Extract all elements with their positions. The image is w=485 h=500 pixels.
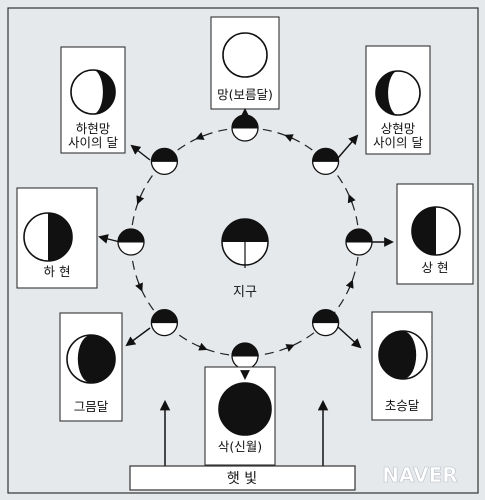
moon-icon-waning-crescent xyxy=(66,334,116,384)
watermark-logo: NAVER xyxy=(382,463,457,487)
sunlight-bar xyxy=(129,465,356,491)
orbit-direction-arrow xyxy=(136,195,145,205)
orbit-direction-arrow xyxy=(285,344,295,352)
orbit-moon-waxing-gibbous xyxy=(311,147,340,176)
moon-icon-waxing-gibbous xyxy=(375,70,421,116)
arrow-waxing-crescent xyxy=(337,326,362,349)
moon-icon-new-moon xyxy=(218,382,272,436)
phase-panel-new-moon: 삭(신월) xyxy=(204,366,276,466)
phase-label-last-quarter: 하 현 xyxy=(44,264,71,279)
orbit-moon-waning-crescent xyxy=(150,308,179,337)
phase-label-waxing-gibbous-line-1: 상현망 xyxy=(381,121,416,136)
phase-label-first-quarter: 상 현 xyxy=(422,260,449,275)
phase-panel-full-moon: 망(보름달) xyxy=(210,16,280,110)
phase-label-new-moon: 삭(신월) xyxy=(218,439,262,454)
orbit-moons xyxy=(117,114,373,370)
orbit-moon-waxing-crescent xyxy=(311,308,340,337)
earth xyxy=(221,218,269,268)
orbit-moon-waning-gibbous xyxy=(150,147,179,176)
phase-label-waning-crescent: 그믐달 xyxy=(74,399,109,414)
phase-label-full-moon: 망(보름달) xyxy=(217,87,273,102)
orbit-direction-arrow xyxy=(198,342,208,351)
diagram-frame xyxy=(7,7,479,494)
phase-label-waning-gibbous-line-2: 사이의 달 xyxy=(68,135,118,150)
orbit-moon-full-moon xyxy=(231,114,259,142)
orbit-direction-arrow xyxy=(347,194,356,204)
arrow-last-quarter xyxy=(98,234,121,244)
orbit-direction-arrow xyxy=(345,279,354,289)
sunlight-label: 햇 빛 xyxy=(227,471,257,487)
phase-panel-last-quarter: 하 현 xyxy=(16,187,98,289)
moon-icon-waxing-crescent xyxy=(378,330,428,380)
phase-arrows xyxy=(98,108,394,380)
orbit-moon-last-quarter xyxy=(117,228,145,256)
orbit-direction-arrow xyxy=(195,132,205,140)
phase-label-waxing-gibbous-line-2: 사이의 달 xyxy=(373,135,423,150)
moon-icon-waning-gibbous xyxy=(70,69,116,115)
earth-label: 지구 xyxy=(233,285,257,300)
moon-icon-last-quarter xyxy=(23,212,73,262)
phase-panel-waning-crescent: 그믐달 xyxy=(59,312,123,422)
sunlight-arrows xyxy=(159,399,329,466)
phase-label-waxing-crescent: 초승달 xyxy=(385,398,420,413)
orbit-direction-arrow xyxy=(284,134,294,142)
phase-label-waning-gibbous-line-1: 하현망 xyxy=(76,121,111,136)
arrow-waning-crescent xyxy=(125,327,151,347)
phase-panel-waxing-crescent: 초승달 xyxy=(371,311,433,421)
arrow-waxing-gibbous xyxy=(337,134,359,159)
orbit-moon-new-moon xyxy=(231,342,259,370)
phase-panel-first-quarter: 상 현 xyxy=(396,183,474,285)
moon-icon-full-moon xyxy=(222,32,268,78)
moon-icon-first-quarter xyxy=(411,206,461,256)
orbit-direction-arrow xyxy=(135,282,143,292)
orbit-moon-first-quarter xyxy=(345,228,373,256)
arrow-waning-gibbous xyxy=(130,144,151,161)
